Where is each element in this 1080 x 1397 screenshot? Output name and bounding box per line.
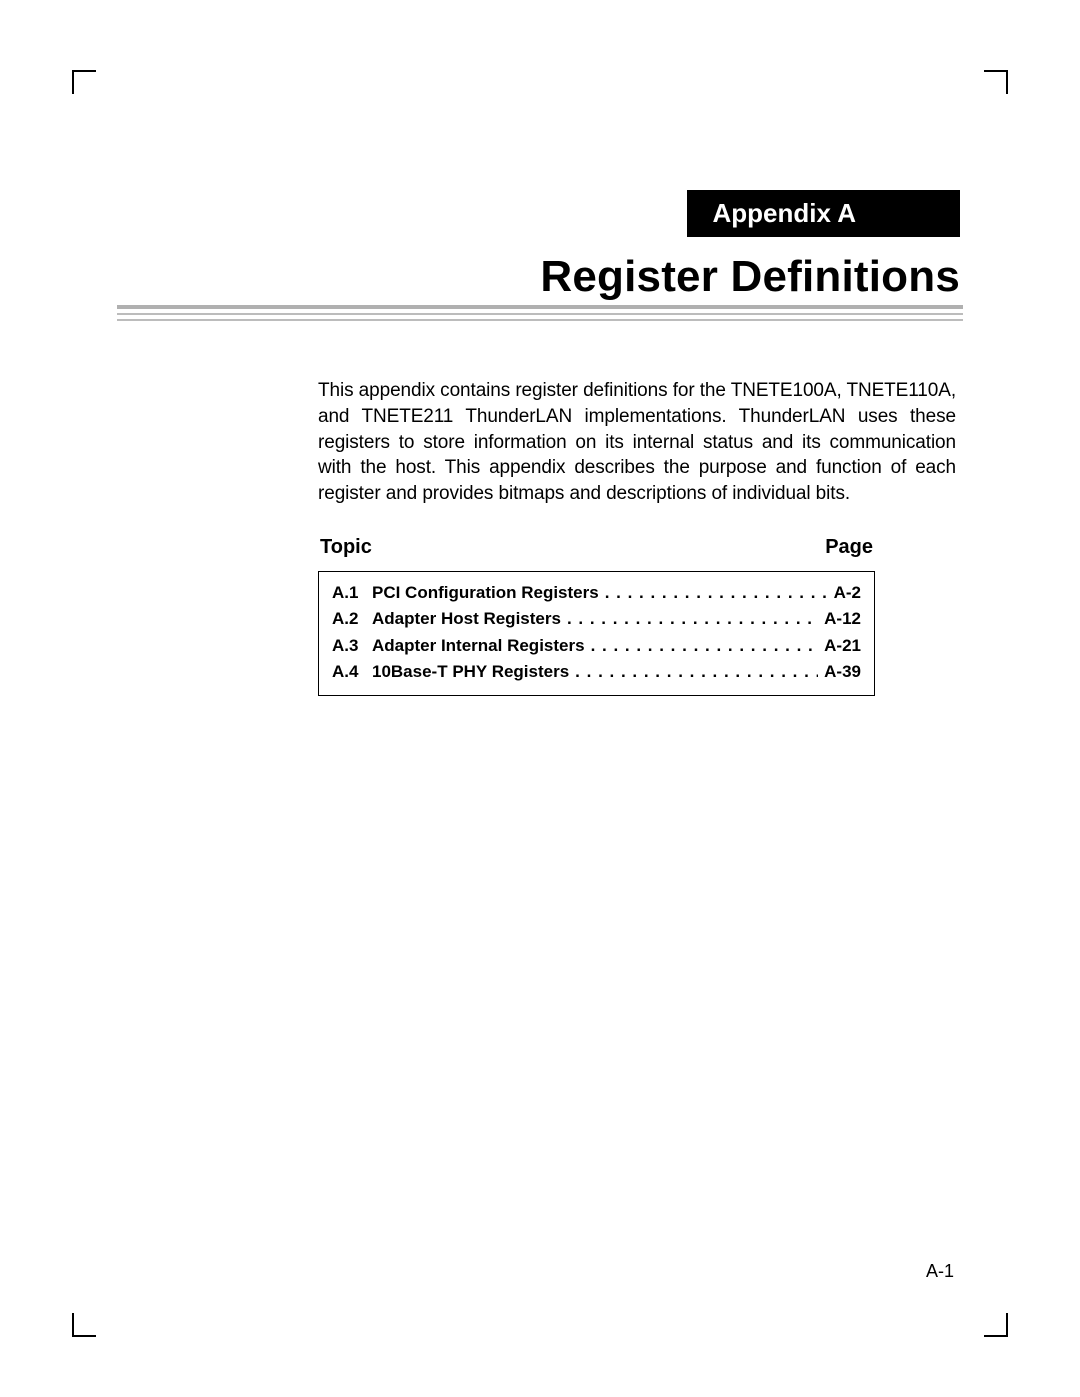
toc-num: A.2 xyxy=(332,606,372,632)
toc-row: A.1 PCI Configuration Registers A-2 xyxy=(332,580,861,606)
toc-row: A.3 Adapter Internal Registers A-21 xyxy=(332,633,861,659)
toc-box: A.1 PCI Configuration Registers A-2 A.2 … xyxy=(318,571,875,696)
toc-name: Adapter Host Registers xyxy=(372,606,567,632)
toc-page: A-2 xyxy=(828,580,861,606)
page-number: A-1 xyxy=(926,1261,954,1282)
toc-row: A.2 Adapter Host Registers A-12 xyxy=(332,606,861,632)
toc-name: Adapter Internal Registers xyxy=(372,633,591,659)
toc-dots xyxy=(591,633,819,659)
toc-num: A.4 xyxy=(332,659,372,685)
intro-paragraph: This appendix contains register definiti… xyxy=(318,378,956,507)
page-title: Register Definitions xyxy=(540,252,960,302)
toc-dots xyxy=(575,659,818,685)
crop-mark-bottom-right xyxy=(984,1313,1008,1337)
document-page: Appendix A Register Definitions This app… xyxy=(0,0,1080,1397)
crop-mark-top-right xyxy=(984,70,1008,94)
appendix-badge: Appendix A xyxy=(687,190,960,237)
toc-page: A-39 xyxy=(818,659,861,685)
toc-dots xyxy=(605,580,828,606)
table-of-contents: Topic Page A.1 PCI Configuration Registe… xyxy=(318,536,875,696)
toc-page: A-21 xyxy=(818,633,861,659)
toc-page: A-12 xyxy=(818,606,861,632)
toc-header-topic: Topic xyxy=(320,536,372,559)
toc-num: A.1 xyxy=(332,580,372,606)
toc-header-page: Page xyxy=(825,536,873,559)
toc-row: A.4 10Base-T PHY Registers A-39 xyxy=(332,659,861,685)
horizontal-rules xyxy=(117,305,963,325)
crop-mark-top-left xyxy=(72,70,96,94)
toc-name: PCI Configuration Registers xyxy=(372,580,605,606)
toc-name: 10Base-T PHY Registers xyxy=(372,659,575,685)
toc-num: A.3 xyxy=(332,633,372,659)
crop-mark-bottom-left xyxy=(72,1313,96,1337)
toc-dots xyxy=(567,606,818,632)
